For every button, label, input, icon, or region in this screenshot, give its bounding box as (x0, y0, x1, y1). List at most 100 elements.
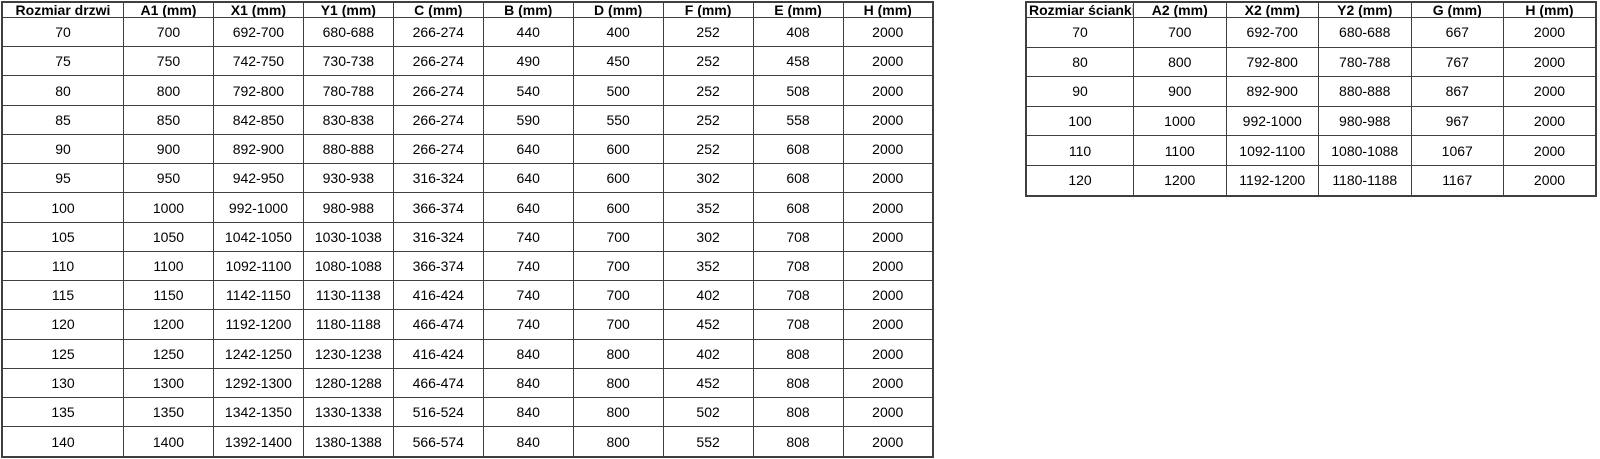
table-cell: 1030-1038 (302, 221, 394, 252)
table-cell: 416-424 (392, 338, 484, 369)
column-header: G (mm) (1410, 1, 1504, 18)
table-cell: 880-888 (1318, 76, 1412, 107)
table-cell: 552 (662, 426, 754, 458)
table-cell: 490 (482, 46, 574, 77)
table-cell: 708 (752, 280, 844, 311)
table-cell: 680-688 (1318, 17, 1412, 48)
header-row: Rozmiar drzwi A1 (mm) X1 (mm) Y1 (mm) C (mm)… (1, 1, 934, 18)
table-row: 120 1200 1192-1200 1180-1188 466-474 740 700 45… (1, 309, 934, 340)
table-cell: 700 (572, 250, 664, 282)
table-cell: 1342-1350 (212, 397, 304, 428)
column-header: H (mm) (1503, 1, 1597, 18)
column-header: H (mm) (842, 1, 934, 18)
table-cell: 740 (482, 221, 574, 252)
table-cell: 316-324 (392, 163, 484, 194)
table-cell: 840 (482, 426, 574, 458)
table-cell: 1100 (1133, 135, 1227, 166)
table-cell: 700 (572, 221, 664, 252)
table-cell: 700 (1133, 17, 1227, 48)
table-cell: 730-738 (302, 46, 394, 77)
table-cell: 780-788 (302, 75, 394, 106)
column-header: X1 (mm) (212, 1, 304, 18)
table-cell: 780-788 (1318, 46, 1412, 78)
table-cell: 302 (662, 221, 754, 252)
table-cell: 640 (482, 192, 574, 223)
table-cell: 400 (572, 16, 664, 48)
table-cell: 1167 (1410, 164, 1504, 197)
table-cell: 558 (752, 104, 844, 135)
table-cell: 252 (662, 16, 754, 48)
table-cell: 1330-1338 (302, 397, 394, 428)
table-cell: 366-374 (392, 192, 484, 223)
table-cell: 692-700 (1225, 17, 1319, 48)
table-cell: 600 (572, 192, 664, 223)
table-cell: 105 (1, 221, 124, 252)
table-cell: 140 (1, 426, 124, 458)
header-row: Rozmiar ścianki A2 (mm) X2 (mm) Y2 (mm) G (m… (1025, 1, 1597, 18)
table-cell: 942-950 (212, 163, 304, 194)
table-cell: 892-900 (1225, 76, 1319, 107)
table-row: 125 1250 1242-1250 1230-1238 416-424 840 800 40… (1, 338, 934, 369)
table-cell: 800 (572, 338, 664, 369)
table-cell: 740 (482, 280, 574, 311)
table-cell: 500 (572, 75, 664, 106)
table-cell: 135 (1, 397, 124, 428)
table-cell: 402 (662, 280, 754, 311)
table-cell: 452 (662, 309, 754, 340)
table-cell: 450 (572, 46, 664, 77)
table-cell: 266-274 (392, 16, 484, 48)
table-cell: 458 (752, 46, 844, 77)
table-cell: 1230-1238 (302, 338, 394, 369)
table-cell: 900 (123, 133, 214, 165)
table-cell: 1100 (123, 250, 214, 282)
table-cell: 2000 (1503, 105, 1597, 137)
table-cell: 742-750 (212, 46, 304, 77)
table-cell: 992-1000 (1225, 105, 1319, 137)
table-cell: 792-800 (1225, 46, 1319, 78)
wall-size-table: Rozmiar ścianki A2 (mm) X2 (mm) Y2 (mm) G (m… (1025, 1, 1597, 197)
table-cell: 2000 (1503, 135, 1597, 166)
table-cell: 1067 (1410, 135, 1504, 166)
table-row: 90 900 892-900 880-888 867 2000 (1025, 76, 1597, 107)
table-row: 75 750 742-750 730-738 266-274 490 450 252 458 20… (1, 46, 934, 77)
door-size-table: Rozmiar drzwi A1 (mm) X1 (mm) Y1 (mm) C (mm)… (1, 1, 934, 458)
table-cell: 667 (1410, 17, 1504, 48)
table-cell: 402 (662, 338, 754, 369)
table-cell: 352 (662, 192, 754, 223)
table-cell: 1180-1188 (1318, 164, 1412, 197)
table-cell: 1292-1300 (212, 367, 304, 399)
table-cell: 466-474 (392, 367, 484, 399)
table-cell: 800 (572, 367, 664, 399)
table-cell: 266-274 (392, 75, 484, 106)
table-cell: 1280-1288 (302, 367, 394, 399)
table-cell: 740 (482, 250, 574, 282)
table-cell: 1142-1150 (212, 280, 304, 311)
table-cell: 516-524 (392, 397, 484, 428)
table-cell: 700 (572, 309, 664, 340)
table-cell: 252 (662, 46, 754, 77)
table-cell: 892-900 (212, 133, 304, 165)
table-cell: 125 (1, 338, 124, 369)
table-cell: 1150 (123, 280, 214, 311)
table-row: 130 1300 1292-1300 1280-1288 466-474 840 800 45… (1, 367, 934, 399)
table-cell: 70 (1, 16, 124, 48)
table-cell: 540 (482, 75, 574, 106)
table-cell: 2000 (842, 338, 934, 369)
table-row: 85 850 842-850 830-838 266-274 590 550 252 558 20… (1, 104, 934, 135)
table-cell: 708 (752, 221, 844, 252)
table-cell: 2000 (1503, 164, 1597, 197)
column-header: Y1 (mm) (302, 1, 394, 18)
table-cell: 502 (662, 397, 754, 428)
table-cell: 1242-1250 (212, 338, 304, 369)
column-header: A1 (mm) (123, 1, 214, 18)
table-cell: 708 (752, 309, 844, 340)
table-cell: 2000 (842, 426, 934, 458)
table-cell: 85 (1, 104, 124, 135)
table-cell: 840 (482, 338, 574, 369)
table-cell: 70 (1025, 17, 1134, 48)
table-cell: 252 (662, 75, 754, 106)
table-cell: 980-988 (1318, 105, 1412, 137)
table-cell: 808 (752, 426, 844, 458)
table-cell: 608 (752, 163, 844, 194)
column-header: Rozmiar ścianki (1025, 1, 1134, 18)
